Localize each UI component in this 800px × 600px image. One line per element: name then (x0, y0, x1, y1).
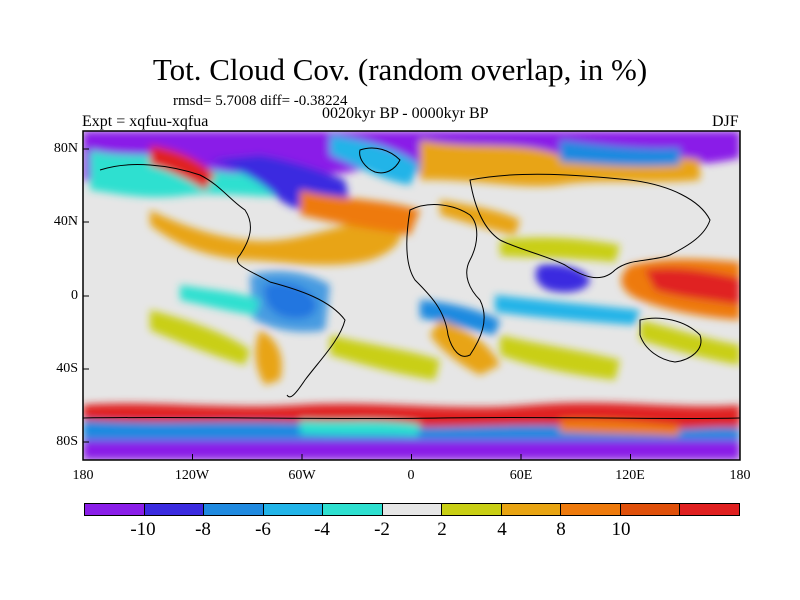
colorbar-swatch (501, 504, 562, 515)
lon-label: 0 (407, 468, 415, 483)
colorbar-swatch (620, 504, 681, 515)
lat-label: 80S (56, 434, 78, 449)
colorbar-swatch (263, 504, 324, 515)
lat-label: 40S (56, 361, 78, 376)
colorbar-label: -10 (130, 519, 156, 540)
axis-ticks (82, 148, 741, 460)
lon-label: 60E (509, 468, 533, 483)
season-label: DJF (712, 113, 739, 130)
lat-label: 80N (53, 141, 78, 156)
lat-label: 40N (53, 214, 78, 229)
colorbar-swatch (561, 504, 621, 515)
colorbar-label: -2 (374, 519, 390, 540)
colorbar-label: -8 (195, 519, 211, 540)
map-title: Tot. Cloud Cov. (random overlap, in %) (152, 52, 648, 87)
colorbar-swatch (204, 504, 264, 515)
colorbar-label: 10 (611, 519, 631, 540)
colorbar-label: 2 (437, 519, 447, 540)
stats-text: rmsd= 5.7008 diff= -0.38224 (173, 93, 348, 109)
colorbar (84, 503, 740, 516)
colorbar-label: 4 (497, 519, 507, 540)
colorbar-swatch (144, 504, 205, 515)
lat-label: 0 (71, 288, 78, 303)
colorbar-label: -4 (314, 519, 330, 540)
lon-label: 60W (288, 468, 316, 483)
anomaly-field (83, 131, 740, 460)
lon-label: 120W (174, 468, 210, 483)
colorbar-swatch (323, 504, 383, 515)
period-label: 0020kyr BP - 0000kyr BP (322, 105, 489, 122)
colorbar-swatch (382, 504, 443, 515)
colorbar-swatch (442, 504, 502, 515)
colorbar-label: 8 (556, 519, 566, 540)
colorbar-swatch (85, 504, 145, 515)
experiment-label: Expt = xqfuu-xqfua (82, 113, 209, 130)
colorbar-label: -6 (255, 519, 271, 540)
lon-label: 180 (72, 468, 94, 483)
lon-label: 180 (729, 468, 751, 483)
lon-label: 120E (615, 468, 645, 483)
colorbar-swatch (680, 504, 740, 515)
coastlines (83, 147, 740, 420)
